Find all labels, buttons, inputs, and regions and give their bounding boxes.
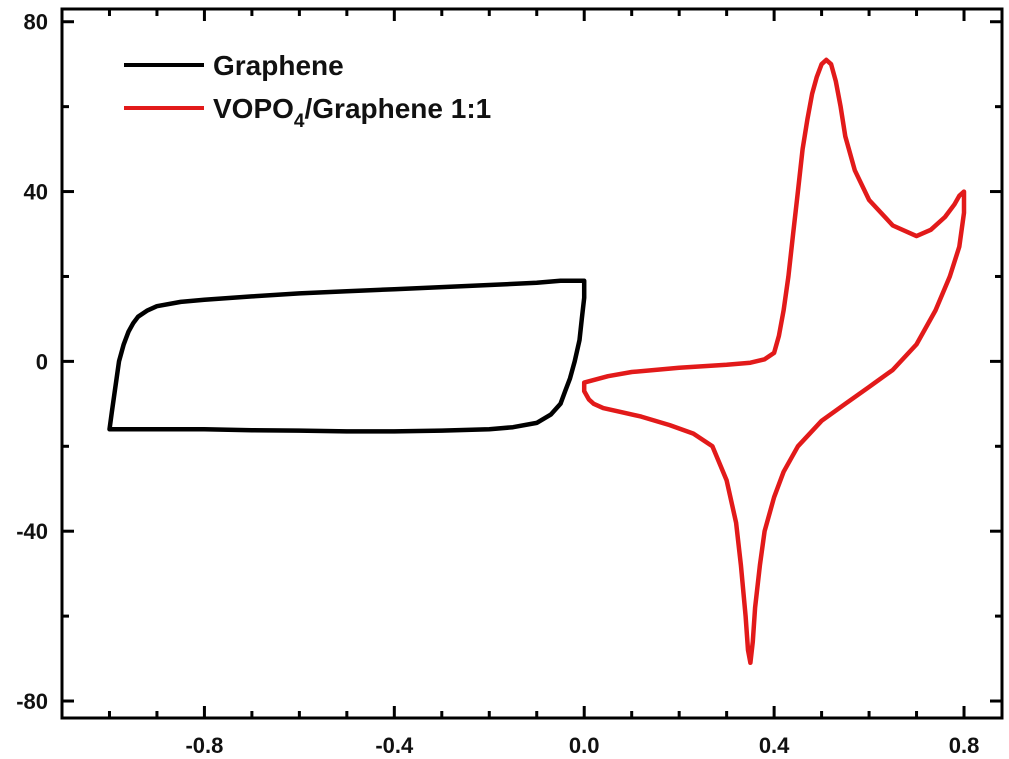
y-axis-ticks: -80 -40 0 40 80: [16, 10, 1002, 714]
x-axis-ticks: -0.8 -0.4 0.0 0.4 0.8: [60, 9, 980, 758]
series-layer: [107, 57, 967, 666]
x-tick-label: -0.4: [375, 733, 414, 758]
y-tick-label: 80: [24, 10, 48, 35]
series-vopo4-graphene-curve: [581, 57, 967, 666]
legend-label-vopo4-main: VOPO: [213, 93, 294, 124]
legend-label-vopo4-subscript: 4: [294, 111, 305, 132]
y-tick-label: -40: [16, 519, 48, 544]
x-tick-label: 0.4: [759, 733, 790, 758]
legend: Graphene VOPO4/Graphene 1:1: [124, 50, 491, 132]
x-tick-label: 0.0: [569, 733, 600, 758]
plot-frame: [60, 7, 1004, 720]
y-tick-label: 40: [24, 180, 48, 205]
legend-label-vopo4-rest: /Graphene 1:1: [305, 93, 492, 124]
legend-label-vopo4-graphene: VOPO4/Graphene 1:1: [213, 93, 491, 132]
y-tick-label: 0: [36, 349, 48, 374]
legend-label-graphene: Graphene: [213, 50, 344, 81]
x-tick-label: 0.8: [949, 733, 980, 758]
x-tick-label: -0.8: [185, 733, 223, 758]
y-tick-label: -80: [16, 689, 48, 714]
series-graphene-curve: [107, 278, 587, 434]
